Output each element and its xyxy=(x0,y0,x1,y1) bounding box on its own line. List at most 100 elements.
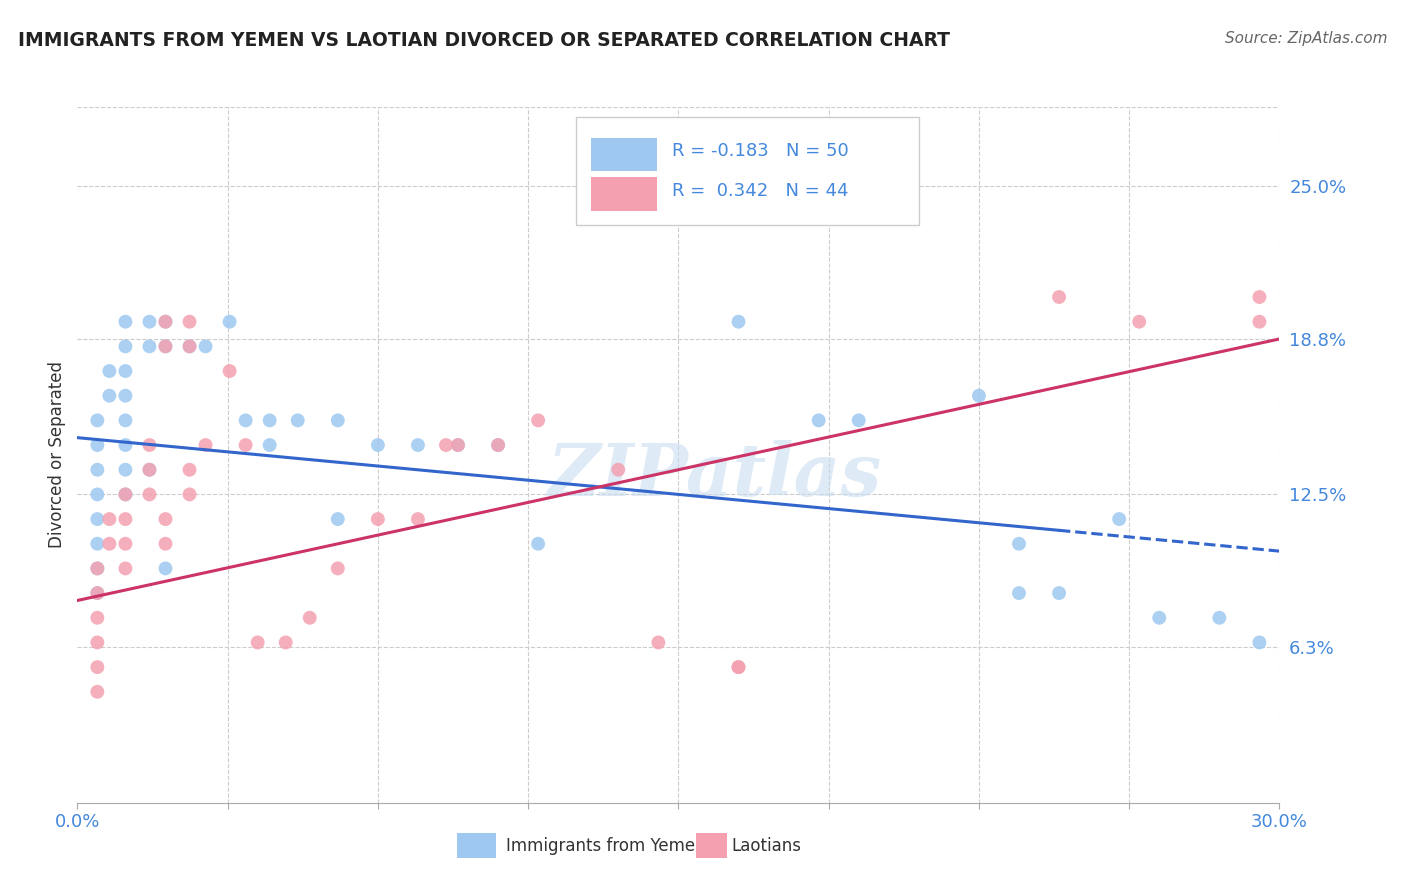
Point xyxy=(138,463,160,477)
Point xyxy=(218,315,240,329)
Point xyxy=(235,413,257,427)
Point xyxy=(326,512,349,526)
Text: Source: ZipAtlas.com: Source: ZipAtlas.com xyxy=(1225,31,1388,46)
Point xyxy=(138,487,160,501)
Point xyxy=(86,611,108,625)
Text: Laotians: Laotians xyxy=(731,837,801,855)
Point xyxy=(114,463,136,477)
Point xyxy=(434,438,457,452)
Point xyxy=(86,487,108,501)
Point xyxy=(155,315,177,329)
Point xyxy=(98,537,121,551)
Point xyxy=(298,611,321,625)
Point xyxy=(114,315,136,329)
Point xyxy=(138,438,160,452)
Point xyxy=(647,635,669,649)
Point xyxy=(98,512,121,526)
Point xyxy=(807,413,830,427)
Point xyxy=(138,315,160,329)
Point xyxy=(688,203,710,218)
Point xyxy=(86,561,108,575)
Point xyxy=(1047,586,1070,600)
Point xyxy=(848,413,870,427)
Point xyxy=(274,635,297,649)
Point xyxy=(138,339,160,353)
Point xyxy=(114,512,136,526)
Point xyxy=(114,339,136,353)
Point xyxy=(114,389,136,403)
Point xyxy=(1008,586,1031,600)
Point xyxy=(259,413,281,427)
Point xyxy=(235,438,257,452)
Point xyxy=(447,438,470,452)
Point xyxy=(367,512,389,526)
FancyBboxPatch shape xyxy=(576,118,920,226)
Point xyxy=(86,413,108,427)
Point xyxy=(114,413,136,427)
Point xyxy=(86,635,108,649)
Point xyxy=(179,339,201,353)
Point xyxy=(179,487,201,501)
Point xyxy=(155,561,177,575)
Point xyxy=(114,561,136,575)
Point xyxy=(486,438,509,452)
Text: R = -0.183   N = 50: R = -0.183 N = 50 xyxy=(672,142,849,160)
Point xyxy=(727,315,749,329)
Point xyxy=(326,413,349,427)
Point xyxy=(326,561,349,575)
Point xyxy=(727,660,749,674)
Point xyxy=(287,413,309,427)
Bar xyxy=(591,178,657,211)
Point xyxy=(114,364,136,378)
Point xyxy=(155,512,177,526)
Point xyxy=(179,315,201,329)
Point xyxy=(114,487,136,501)
Point xyxy=(194,438,217,452)
Point xyxy=(86,512,108,526)
Point xyxy=(1249,635,1271,649)
Point xyxy=(406,512,429,526)
Point xyxy=(1047,290,1070,304)
Point xyxy=(86,537,108,551)
Point xyxy=(114,438,136,452)
Point xyxy=(138,463,160,477)
Point xyxy=(179,339,201,353)
Point xyxy=(98,364,121,378)
Point xyxy=(367,438,389,452)
Point xyxy=(1249,315,1271,329)
Point xyxy=(1208,611,1230,625)
Point xyxy=(1108,512,1130,526)
Point xyxy=(194,339,217,353)
Point xyxy=(114,537,136,551)
Point xyxy=(246,635,269,649)
Point xyxy=(1149,611,1171,625)
Point xyxy=(447,438,470,452)
Point xyxy=(1249,290,1271,304)
Point xyxy=(155,537,177,551)
Text: ZIPatlas: ZIPatlas xyxy=(547,441,882,511)
Point xyxy=(155,339,177,353)
Point xyxy=(406,438,429,452)
Point xyxy=(86,660,108,674)
Point xyxy=(1008,537,1031,551)
Point xyxy=(114,487,136,501)
Point xyxy=(86,586,108,600)
Point xyxy=(527,537,550,551)
Text: Immigrants from Yemen: Immigrants from Yemen xyxy=(506,837,706,855)
Point xyxy=(86,586,108,600)
Point xyxy=(486,438,509,452)
Point xyxy=(98,389,121,403)
Point xyxy=(155,315,177,329)
Point xyxy=(527,413,550,427)
Point xyxy=(259,438,281,452)
Y-axis label: Divorced or Separated: Divorced or Separated xyxy=(48,361,66,549)
Point xyxy=(218,364,240,378)
Point xyxy=(179,463,201,477)
Point xyxy=(86,561,108,575)
Point xyxy=(86,438,108,452)
Text: R =  0.342   N = 44: R = 0.342 N = 44 xyxy=(672,182,849,200)
Point xyxy=(607,463,630,477)
Point xyxy=(86,685,108,699)
Point xyxy=(1128,315,1150,329)
Point xyxy=(727,660,749,674)
